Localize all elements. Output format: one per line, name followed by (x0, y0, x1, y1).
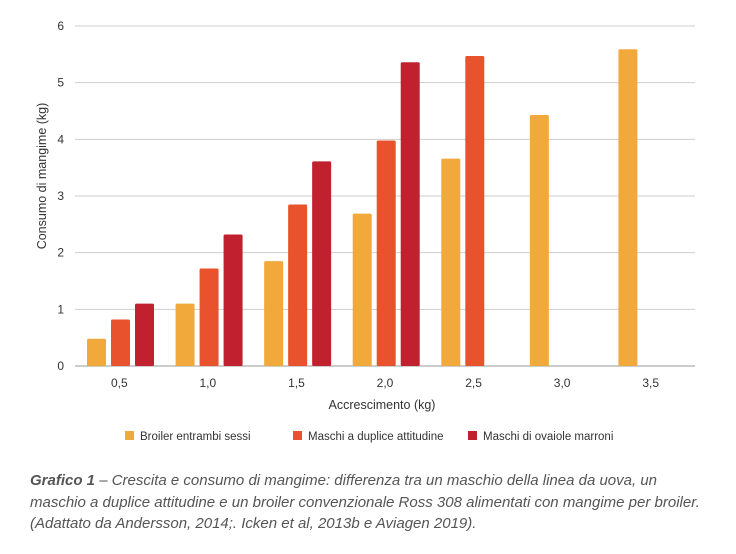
figure-caption: Grafico 1 – Crescita e consumo di mangim… (30, 470, 710, 535)
bar (264, 261, 284, 366)
bar (376, 140, 396, 366)
y-tick-label: 6 (57, 19, 64, 33)
x-tick-label: 2,0 (377, 376, 394, 390)
chart: 0 1 2 3 4 5 6 0,5 1,0 1,5 2,0 2,5 3,0 3,5 Consumo di… (35, 19, 695, 443)
caption-text: Crescita e consumo di mangime: differenz… (30, 472, 700, 532)
bar (223, 234, 243, 366)
caption-dash: – (95, 472, 112, 489)
y-tick-labels: 0 1 2 3 4 5 6 (57, 19, 64, 373)
x-tick-label: 3,0 (554, 376, 571, 390)
y-tick-label: 3 (57, 189, 64, 203)
y-tick-label: 0 (57, 359, 64, 373)
bar (135, 303, 154, 366)
legend-label: Maschi a duplice attitudine (308, 431, 444, 443)
bar (465, 56, 485, 367)
bar (199, 268, 219, 366)
bar (87, 338, 106, 366)
bar (175, 303, 195, 366)
x-axis-title: Accrescimento (kg) (329, 398, 436, 412)
x-tick-label: 1,0 (200, 376, 217, 390)
bar (352, 213, 372, 366)
x-tick-label: 2,5 (465, 376, 482, 390)
bar (288, 204, 308, 366)
legend-swatch (468, 431, 477, 440)
legend: Broiler entrambi sessi Maschi a duplice a… (125, 431, 613, 443)
bar (618, 49, 638, 366)
legend-label: Maschi di ovaiole marroni (483, 431, 613, 443)
caption-label: Grafico 1 (30, 472, 96, 489)
bar (400, 62, 420, 367)
x-tick-label: 1,5 (288, 376, 305, 390)
bar (529, 114, 549, 366)
legend-swatch (125, 431, 134, 440)
x-tick-label: 3,5 (642, 376, 659, 390)
y-tick-label: 4 (57, 132, 64, 146)
y-tick-label: 2 (57, 246, 64, 260)
bar (111, 319, 130, 366)
legend-label: Broiler entrambi sessi (140, 431, 251, 443)
bar (312, 161, 332, 366)
bars (87, 49, 638, 367)
y-tick-label: 1 (57, 302, 64, 316)
x-tick-labels: 0,5 1,0 1,5 2,0 2,5 3,0 3,5 (111, 376, 659, 390)
x-tick-label: 0,5 (111, 376, 128, 390)
y-tick-label: 5 (57, 76, 64, 90)
y-axis-title: Consumo di mangime (kg) (35, 103, 49, 250)
legend-swatch (293, 431, 302, 440)
bar (441, 158, 461, 366)
